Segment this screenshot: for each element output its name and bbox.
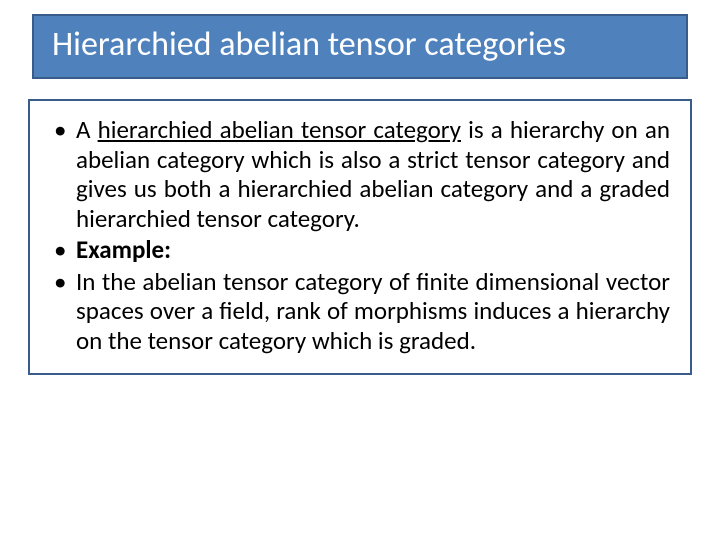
text-segment: hierarchied abelian tensor category [98,114,461,145]
text-segment: Example: [76,234,171,265]
list-item: A hierarchied abelian tensor category is… [50,115,670,233]
bullet-list: A hierarchied abelian tensor category is… [50,115,670,355]
text-segment: In the abelian tensor category of finite… [76,266,670,356]
slide-title: Hierarchied abelian tensor categories [52,26,668,63]
title-box: Hierarchied abelian tensor categories [32,14,688,79]
list-item: In the abelian tensor category of finite… [50,267,670,356]
body-box: A hierarchied abelian tensor category is… [28,99,692,375]
list-item: Example: [50,235,670,265]
slide-container: Hierarchied abelian tensor categories A … [0,0,720,540]
text-segment: A [76,114,98,145]
